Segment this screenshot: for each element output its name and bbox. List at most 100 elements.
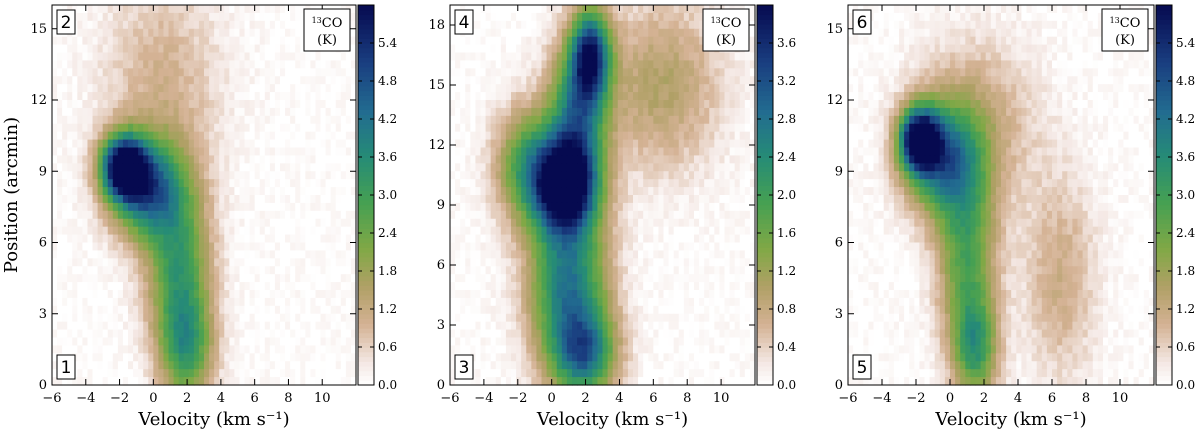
heatmap-cell bbox=[330, 131, 337, 141]
heatmap-cell bbox=[340, 123, 347, 133]
heatmap-cell bbox=[335, 84, 342, 93]
heatmap-cell bbox=[729, 115, 736, 125]
heatmap-cell bbox=[714, 139, 721, 149]
heatmap-cell bbox=[244, 329, 251, 339]
heatmap-cell bbox=[173, 369, 180, 378]
heatmap-cell bbox=[183, 123, 190, 133]
heatmap-cell bbox=[480, 115, 487, 125]
heatmap-cell bbox=[133, 321, 139, 331]
heatmap-cell bbox=[204, 12, 210, 22]
heatmap-cell bbox=[729, 68, 736, 77]
heatmap-cell bbox=[112, 321, 119, 331]
heatmap-cell bbox=[511, 68, 517, 77]
heatmap-cell bbox=[587, 234, 593, 244]
heatmap-cell bbox=[229, 139, 235, 149]
heatmap-cell bbox=[153, 52, 159, 62]
heatmap-cell bbox=[300, 250, 306, 259]
heatmap-cell bbox=[198, 321, 205, 331]
heatmap-cell bbox=[198, 107, 205, 117]
heatmap-cell bbox=[285, 258, 291, 267]
heatmap-cell bbox=[133, 100, 139, 109]
heatmap-cell bbox=[234, 258, 241, 267]
heatmap-cell bbox=[239, 305, 246, 315]
heatmap-cell bbox=[694, 115, 700, 125]
heatmap-cell bbox=[305, 321, 311, 331]
heatmap-cell bbox=[485, 242, 492, 252]
heatmap-cell bbox=[290, 68, 296, 77]
heatmap-cell bbox=[295, 361, 301, 370]
heatmap-cell bbox=[556, 139, 563, 149]
heatmap-cell bbox=[310, 321, 317, 331]
heatmap-cell bbox=[102, 179, 109, 188]
heatmap-cell bbox=[305, 84, 311, 93]
heatmap-cell bbox=[505, 171, 512, 180]
heatmap-cell bbox=[541, 52, 548, 62]
heatmap-cell bbox=[612, 202, 619, 212]
heatmap-cell bbox=[138, 52, 144, 62]
heatmap-cell bbox=[254, 266, 261, 275]
heatmap-cell bbox=[694, 92, 700, 101]
heatmap-cell bbox=[158, 100, 165, 109]
heatmap-cell bbox=[325, 107, 332, 117]
heatmap-cell bbox=[264, 171, 271, 180]
heatmap-cell bbox=[460, 179, 466, 188]
heatmap-cell bbox=[607, 115, 614, 125]
heatmap-cell bbox=[52, 226, 58, 236]
heatmap-cell bbox=[107, 195, 114, 204]
heatmap-cell bbox=[607, 12, 614, 22]
heatmap-cell bbox=[310, 290, 317, 299]
heatmap-cell bbox=[648, 28, 654, 38]
colorbar-segment bbox=[358, 176, 374, 182]
heatmap-cell bbox=[244, 242, 251, 252]
heatmap-cell bbox=[546, 250, 553, 259]
heatmap-cell bbox=[325, 258, 332, 267]
heatmap-cell bbox=[209, 297, 215, 307]
heatmap-cell bbox=[274, 195, 281, 204]
heatmap-cell bbox=[143, 369, 149, 378]
heatmap-cell bbox=[300, 20, 306, 30]
heatmap-cell bbox=[602, 115, 609, 125]
heatmap-cell bbox=[249, 12, 256, 22]
heatmap-cell bbox=[455, 202, 461, 212]
heatmap-cell bbox=[566, 171, 573, 180]
heatmap-cell bbox=[612, 60, 619, 69]
heatmap-cell bbox=[330, 250, 337, 259]
heatmap-cell bbox=[744, 195, 751, 204]
heatmap-cell bbox=[82, 218, 89, 228]
heatmap-cell bbox=[198, 68, 205, 77]
heatmap-cell bbox=[744, 250, 751, 259]
heatmap-cell bbox=[694, 36, 700, 46]
heatmap-cell bbox=[244, 44, 251, 54]
heatmap-cell bbox=[295, 68, 301, 77]
heatmap-cell bbox=[249, 100, 256, 109]
heatmap-cell bbox=[546, 226, 553, 236]
heatmap-cell bbox=[340, 155, 347, 164]
heatmap-cell bbox=[173, 337, 180, 347]
heatmap-cell bbox=[274, 179, 281, 188]
heatmap-cell bbox=[92, 20, 99, 30]
heatmap-cell bbox=[663, 44, 670, 54]
heatmap-cell bbox=[133, 44, 139, 54]
heatmap-cell bbox=[643, 139, 649, 149]
heatmap-cell bbox=[168, 305, 175, 315]
heatmap-cell bbox=[330, 123, 337, 133]
heatmap-cell bbox=[521, 115, 527, 125]
heatmap-cell bbox=[485, 100, 492, 109]
heatmap-cell bbox=[274, 163, 281, 172]
heatmap-cell bbox=[193, 329, 200, 339]
heatmap-cell bbox=[168, 115, 175, 125]
heatmap-cell bbox=[224, 353, 230, 362]
heatmap-cell bbox=[143, 36, 149, 46]
heatmap-cell bbox=[340, 234, 347, 244]
heatmap-cell bbox=[607, 202, 614, 212]
heatmap-cell bbox=[330, 171, 337, 180]
heatmap-cell bbox=[280, 107, 286, 117]
heatmap-cell bbox=[734, 52, 741, 62]
heatmap-cell bbox=[188, 195, 195, 204]
colorbar-segment bbox=[358, 9, 374, 16]
heatmap-cell bbox=[285, 337, 291, 347]
heatmap-cell bbox=[285, 123, 291, 133]
heatmap-cell bbox=[57, 345, 63, 354]
heatmap-cell bbox=[107, 369, 114, 378]
heatmap-cell bbox=[340, 139, 347, 149]
